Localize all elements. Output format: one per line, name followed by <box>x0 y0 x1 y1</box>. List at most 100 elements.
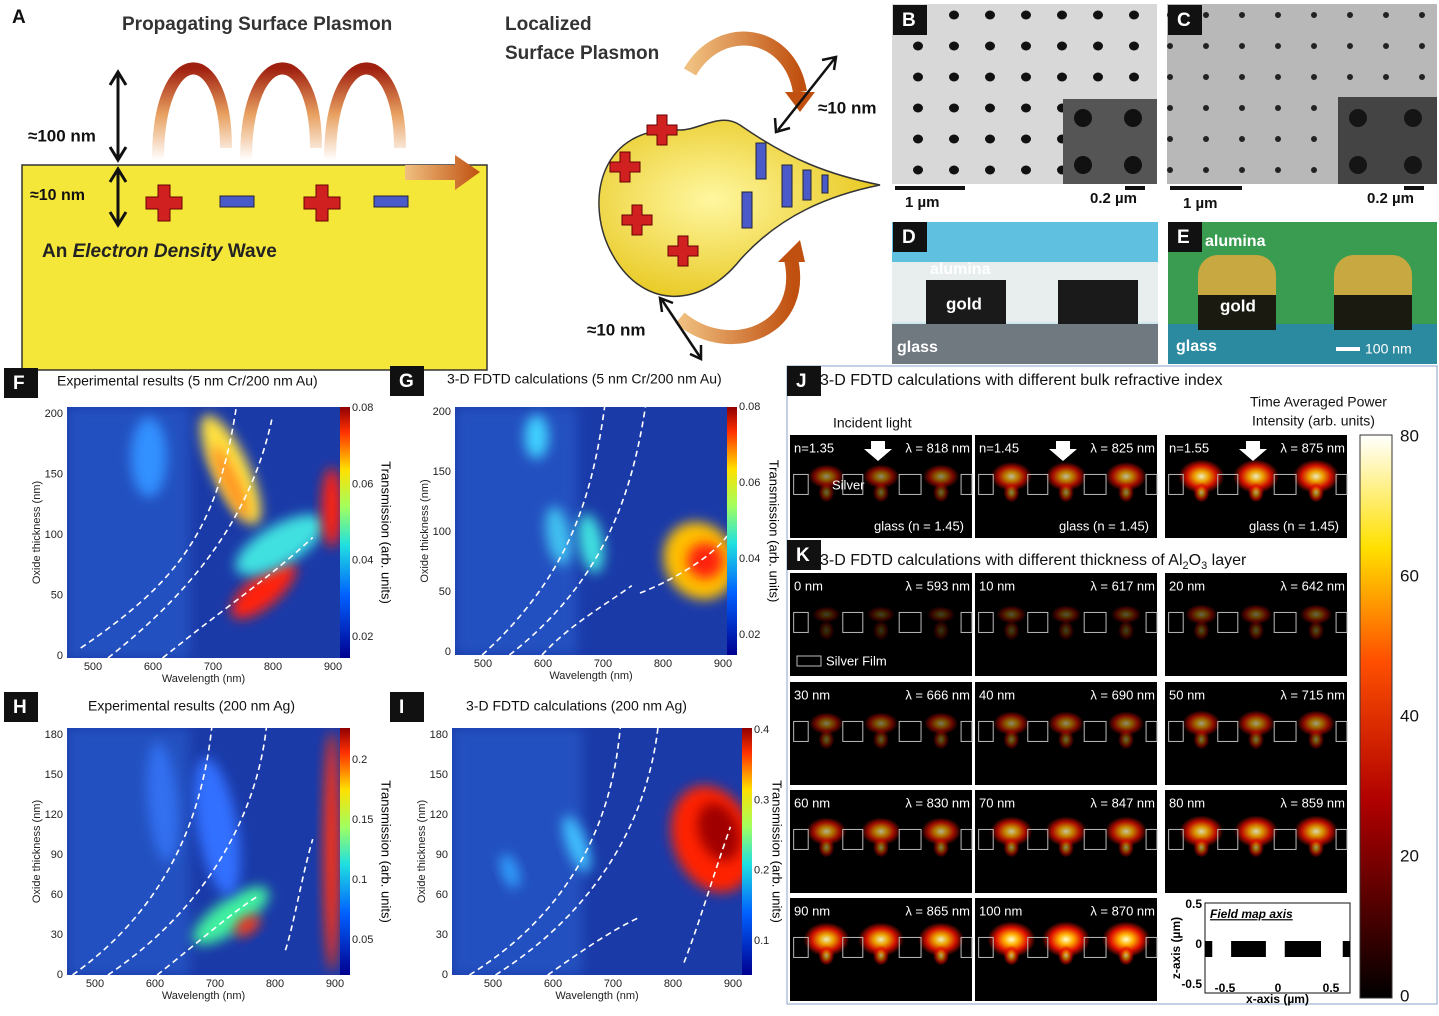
panel-label: I <box>399 697 404 718</box>
field-glow <box>858 922 904 957</box>
y-tick-label: 30 <box>436 929 448 941</box>
field-glow <box>818 729 835 750</box>
silver-film <box>793 936 809 958</box>
field-glow <box>867 606 895 623</box>
field-glow <box>1193 482 1210 503</box>
silver-film <box>960 473 973 495</box>
thickness: 100 nm <box>979 903 1022 918</box>
dimension-arrow <box>773 55 838 134</box>
y-tick-label: 200 <box>433 406 451 418</box>
panel-title: 3-D FDTD calculations (5 nm Cr/200 nm Au… <box>447 371 722 387</box>
annotation: Incident light <box>833 415 912 431</box>
field-glow <box>1058 729 1074 750</box>
wavelength: λ = 690 nm <box>1090 687 1155 702</box>
dimension-arrow <box>108 69 128 163</box>
heatmap-feature <box>545 506 572 566</box>
charges <box>741 142 829 229</box>
layer-label: gold <box>946 294 982 313</box>
thickness: 20 nm <box>1169 578 1205 593</box>
panel-label-box <box>787 540 821 570</box>
silver-film <box>793 473 809 495</box>
y-tick-label: 100 <box>45 529 63 541</box>
field-glow <box>1248 482 1264 503</box>
field-glow <box>873 482 889 503</box>
field-glow <box>990 816 1033 847</box>
thickness: 50 nm <box>1169 687 1205 702</box>
field-glow <box>873 837 889 858</box>
panel-label-box <box>4 692 38 722</box>
heatmap-feature <box>146 742 179 862</box>
field-glow <box>933 945 950 966</box>
panel-title: Propagating Surface Plasmon <box>122 14 392 35</box>
y-tick-label: 150 <box>45 468 63 480</box>
y-axis-label: Oxide thickness (nm) <box>416 800 428 903</box>
silver-film <box>1145 720 1158 742</box>
field-glow <box>918 922 965 957</box>
colorbar <box>727 407 737 655</box>
x-tick-label: 600 <box>146 978 164 990</box>
field-glow <box>818 837 835 858</box>
field-glow <box>1105 461 1147 491</box>
thickness: 60 nm <box>794 795 830 810</box>
field-glow <box>996 605 1027 624</box>
scale-bar <box>1336 347 1360 351</box>
scale-label: 1 µm <box>905 194 940 211</box>
panel-label-box <box>390 366 424 396</box>
thickness: 10 nm <box>979 578 1015 593</box>
plasmon-arcs <box>152 62 406 161</box>
wavelength: λ = 818 nm <box>905 440 970 455</box>
field-glow <box>1003 482 1020 503</box>
field-glow <box>812 606 841 623</box>
colorbar-tick-label: 0.04 <box>352 555 373 567</box>
colorbar-tick-label: 0.04 <box>739 553 760 565</box>
heatmap-bg <box>452 728 583 975</box>
guide-line <box>107 728 268 975</box>
silver-film <box>1083 720 1107 742</box>
x-tick-label: 800 <box>654 658 672 670</box>
panel-title: Experimental results (5 nm Cr/200 nm Au) <box>57 373 318 389</box>
field-glow <box>1118 945 1135 966</box>
field-glow <box>1240 604 1272 625</box>
gold-block <box>1198 295 1276 330</box>
thickness: 0 nm <box>794 578 823 593</box>
x-tick-label: 700 <box>204 661 222 673</box>
panel-label: D <box>902 227 916 248</box>
x-tick-label: 500 <box>474 658 492 670</box>
field-glow <box>1058 620 1074 641</box>
silver-film <box>1217 611 1239 633</box>
field-glow <box>1293 459 1340 494</box>
heatmap-feature <box>687 542 724 579</box>
y-tick-label: 90 <box>51 849 63 861</box>
y-tick-label: 50 <box>439 586 451 598</box>
dimension-arrow <box>658 296 703 361</box>
x-tick-label: 900 <box>326 978 344 990</box>
silver-film <box>1027 720 1049 742</box>
heatmap <box>452 728 742 975</box>
field-glow <box>873 620 889 641</box>
inset-film <box>1284 941 1321 957</box>
caption: An Electron Density Wave <box>42 241 277 262</box>
incident-arrow <box>864 441 892 461</box>
silver-film <box>1273 473 1297 495</box>
field-glow <box>1248 729 1264 750</box>
x-tick-label: 700 <box>604 978 622 990</box>
guide-line <box>481 407 606 655</box>
colorbar-tick-label: 0.06 <box>352 478 373 490</box>
colorbar <box>340 728 350 975</box>
field-glow <box>1308 837 1325 858</box>
field-glow <box>873 729 889 750</box>
guide-line <box>547 917 638 975</box>
field-glow <box>1118 620 1135 641</box>
title-part: layer <box>1207 552 1247 569</box>
y-axis-label: Oxide thickness (nm) <box>31 800 43 903</box>
panel-label: C <box>1177 10 1191 31</box>
panel-title: 3-D FDTD calculations with different bul… <box>820 372 1223 389</box>
y-axis-label: Oxide thickness (nm) <box>31 481 43 584</box>
silver-film <box>1273 720 1297 742</box>
glass-layer <box>892 324 1158 364</box>
field-glow <box>1193 729 1210 750</box>
colorbar-tick-label: 20 <box>1400 846 1419 865</box>
heatmap-feature <box>194 757 241 896</box>
field-glow <box>1058 945 1074 966</box>
